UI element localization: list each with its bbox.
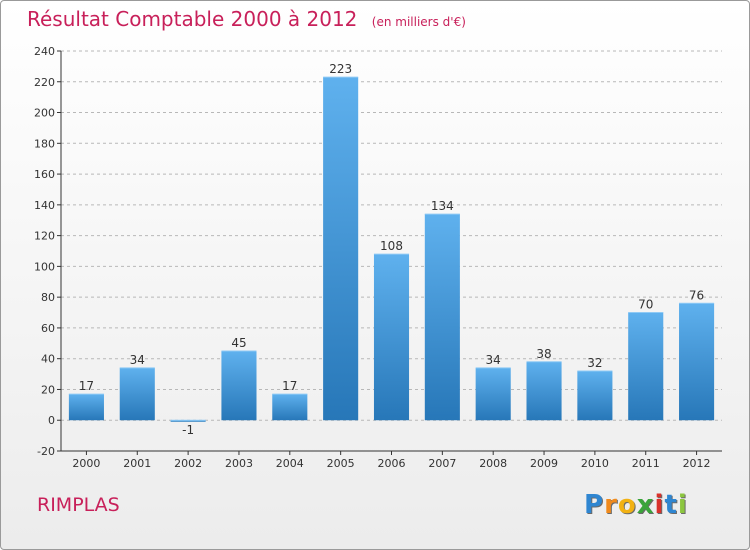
y-tick-label: 160	[34, 168, 55, 181]
x-tick-label-2006: 2006	[378, 457, 406, 470]
x-tick-label-2003: 2003	[225, 457, 253, 470]
bar-2002	[170, 420, 206, 422]
y-tick-label: 40	[41, 353, 55, 366]
data-label-2002: -1	[182, 423, 194, 437]
y-tick-label: -20	[37, 445, 55, 458]
y-tick-label: 220	[34, 76, 55, 89]
y-tick-label: 20	[41, 383, 55, 396]
bar-2012	[679, 303, 715, 421]
x-tick-label-2005: 2005	[327, 457, 355, 470]
chart-subtitle: (en milliers d'€)	[371, 15, 466, 29]
bar-2009	[526, 361, 562, 421]
data-label-2001: 34	[130, 353, 145, 367]
bar-2007	[424, 214, 460, 421]
y-tick-label: 180	[34, 137, 55, 150]
logo-letter: o	[617, 490, 637, 520]
logo-letter: i	[654, 490, 665, 520]
logo-letter: t	[664, 490, 678, 520]
logo-letter: P	[584, 490, 605, 520]
x-tick-label-2012: 2012	[683, 457, 711, 470]
y-tick-label: 240	[34, 45, 55, 58]
data-label-2012: 76	[689, 288, 704, 302]
data-label-2000: 17	[79, 379, 94, 393]
x-tick-label-2002: 2002	[174, 457, 202, 470]
bar-2004	[272, 394, 308, 421]
x-tick-label-2009: 2009	[530, 457, 558, 470]
y-tick-label: 200	[34, 107, 55, 120]
data-label-2006: 108	[380, 239, 403, 253]
x-tick-label-2010: 2010	[581, 457, 609, 470]
bar-2006	[373, 254, 410, 421]
bar-2010	[577, 371, 613, 421]
chart-title-text: Résultat Comptable 2000 à 2012	[27, 7, 358, 31]
bar-2008	[475, 367, 511, 421]
data-label-2010: 32	[587, 356, 602, 370]
proxiti-logo: Proxiti	[584, 490, 688, 520]
data-label-2004: 17	[282, 379, 297, 393]
y-tick-label: 100	[34, 260, 55, 273]
logo-letter: i	[677, 490, 688, 520]
bars	[68, 76, 715, 422]
y-tick-label: 80	[41, 291, 55, 304]
logo-letter: x	[636, 490, 655, 520]
y-tick-label: 60	[41, 322, 55, 335]
place-name: RIMPLAS	[37, 494, 120, 516]
x-tick-label-2008: 2008	[479, 457, 507, 470]
x-tick-label-2001: 2001	[123, 457, 151, 470]
x-tick-label-2011: 2011	[632, 457, 660, 470]
bar-2005	[323, 77, 359, 421]
labels: -20 0 20 40 60 80 100 120 140 160 180 200 220 240 17 20…	[34, 45, 711, 470]
axes	[57, 50, 722, 455]
x-tick-label-2007: 2007	[428, 457, 456, 470]
bar-2000	[68, 394, 104, 421]
y-tick-label: 0	[48, 414, 55, 427]
data-label-2005: 223	[329, 62, 352, 76]
bar-2001	[119, 367, 155, 421]
y-tick-label: 140	[34, 199, 55, 212]
bar-2003	[221, 351, 257, 421]
bar-2011	[628, 312, 664, 421]
data-label-2011: 70	[638, 298, 653, 312]
chart-title: Résultat Comptable 2000 à 2012 (en milli…	[27, 7, 466, 31]
x-tick-label-2004: 2004	[276, 457, 304, 470]
data-label-2003: 45	[231, 336, 246, 350]
x-tick-label-2000: 2000	[72, 457, 100, 470]
data-label-2009: 38	[536, 347, 551, 361]
data-label-2007: 134	[431, 199, 454, 213]
y-tick-label: 120	[34, 230, 55, 243]
logo-letter: r	[604, 490, 618, 520]
data-label-2008: 34	[486, 353, 501, 367]
